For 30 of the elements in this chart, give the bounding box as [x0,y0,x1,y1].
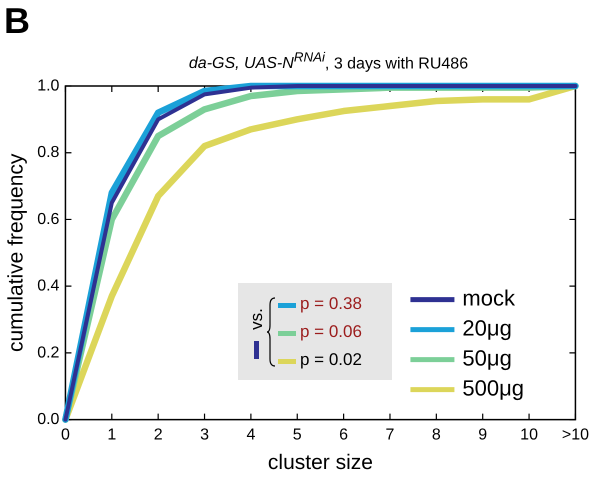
x-tick-label: 9 [478,426,488,444]
x-tick-label: 1 [107,426,116,444]
text: B [4,0,30,42]
x-tick-label: >10 [562,426,590,444]
legend-label: 50μg [462,346,512,371]
legend-label: mock [462,286,516,311]
y-tick-label: 1.0 [37,77,60,94]
y-axis-title: cumulative frequency [4,153,28,352]
legend-label: 20μg [462,316,512,341]
chart-title: da-GS, UAS-N$^{RNAi}$, 3 days with RU486 [188,50,470,74]
x-tick-label: 3 [200,426,210,444]
y-tick-label: 0.6 [37,210,60,228]
x-tick-label: 0 [60,426,70,444]
x-tick-label: 5 [292,426,302,444]
annotation: vs. [247,307,267,332]
x-tick-label: 4 [246,426,256,444]
annotation: p = 0.06 [300,322,362,342]
x-tick-label: 8 [432,426,441,444]
x-tick-label: 7 [386,426,395,444]
legend-label: 500μg [462,376,524,401]
y-tick-label: 0.2 [37,344,60,362]
annotation: p = 0.38 [300,294,362,314]
y-tick-label: 0.4 [37,278,60,295]
x-tick-label: 10 [520,426,538,444]
y-tick-label: 0.0 [37,411,60,428]
x-axis-title: cluster size [268,451,373,474]
x-tick-label: 6 [339,426,348,444]
x-tick-label: 2 [154,426,163,444]
annotation: p = 0.02 [300,350,362,370]
y-tick-label: 0.8 [37,144,60,162]
